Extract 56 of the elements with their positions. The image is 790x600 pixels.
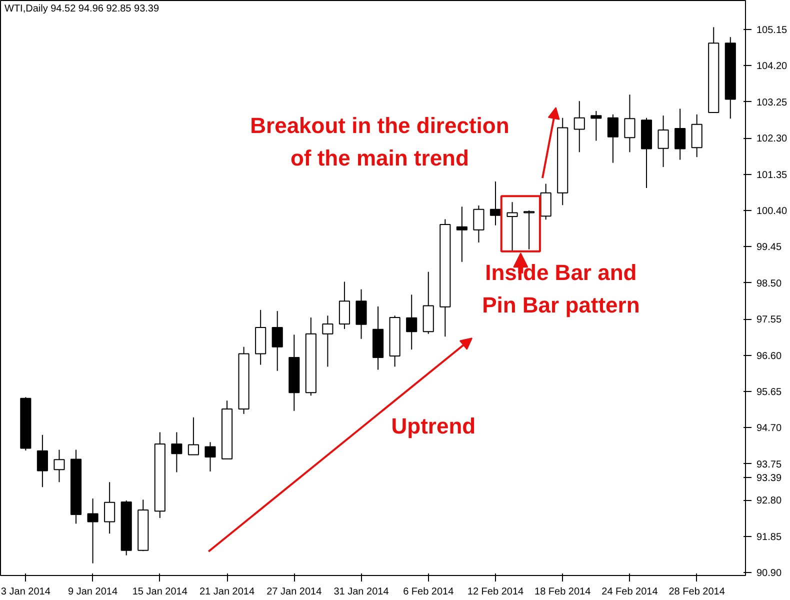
x-tick-label: 31 Jan 2014 <box>334 586 390 598</box>
candlestick <box>456 206 468 262</box>
candlestick <box>406 294 418 350</box>
candlestick <box>524 210 535 250</box>
candlestick <box>473 205 484 243</box>
candlestick <box>590 110 602 142</box>
y-tick-label: 101.35 <box>756 170 788 181</box>
y-tick-label: 90.90 <box>756 568 782 579</box>
y-tick-label: 96.60 <box>756 350 782 362</box>
x-tick-label: 3 Jan 2014 <box>0 586 51 598</box>
y-tick-label: 105.15 <box>756 24 788 36</box>
candlestick <box>36 434 48 488</box>
y-tick-label: 91.85 <box>756 532 782 543</box>
candlestick <box>658 115 669 168</box>
candlestick <box>356 288 367 340</box>
chart-title: WTI,Daily 94.52 94.96 92.85 93.39 <box>4 4 160 14</box>
candlestick <box>490 180 502 226</box>
annotation: Uptrend <box>391 414 476 439</box>
candlestick <box>272 310 283 372</box>
x-tick-label: 28 Feb 2014 <box>668 586 726 598</box>
y-tick-label: 95.65 <box>756 386 782 398</box>
y-tick-label: 99.45 <box>756 242 782 254</box>
candlestick <box>574 100 585 153</box>
x-tick-label: 21 Jan 2014 <box>199 586 255 598</box>
candlestick <box>104 482 116 534</box>
x-tick-label: 15 Jan 2014 <box>132 586 188 598</box>
y-tick-label: 93.39 <box>756 473 782 484</box>
y-tick-label: 100.40 <box>756 206 788 217</box>
candlestick <box>674 108 686 160</box>
candlestick <box>87 498 98 564</box>
y-tick-label: 104.20 <box>756 61 788 72</box>
y-tick-label: 102.30 <box>756 134 788 145</box>
candlestick <box>691 114 702 158</box>
x-tick-label: 24 Feb 2014 <box>602 586 658 598</box>
y-tick-label: 94.70 <box>756 423 782 434</box>
x-tick-label: 9 Jan 2014 <box>68 586 118 598</box>
candlestick <box>540 183 552 220</box>
candlestick <box>607 114 618 164</box>
y-tick-label: 93.75 <box>756 459 782 470</box>
candlestick <box>54 449 65 483</box>
candlestick <box>171 432 182 473</box>
x-tick-label: 12 Feb 2014 <box>467 586 524 598</box>
x-tick-label: 6 Feb 2014 <box>403 586 454 598</box>
candlestick <box>506 202 518 252</box>
candlestick <box>338 281 350 330</box>
candlestick <box>322 315 334 368</box>
x-tick-label: 27 Jan 2014 <box>266 586 322 598</box>
candlestick <box>204 442 216 472</box>
y-tick-label: 103.25 <box>756 97 788 108</box>
annotation: Breakout in the direction of the main trend <box>250 113 510 171</box>
candlestick <box>188 416 199 456</box>
candlestick <box>624 94 636 153</box>
y-tick-label: 97.55 <box>756 314 782 326</box>
x-tick-label: 18 Feb 2014 <box>534 586 592 598</box>
y-tick-label: 92.80 <box>756 496 782 507</box>
y-tick-label: 98.50 <box>756 278 782 290</box>
